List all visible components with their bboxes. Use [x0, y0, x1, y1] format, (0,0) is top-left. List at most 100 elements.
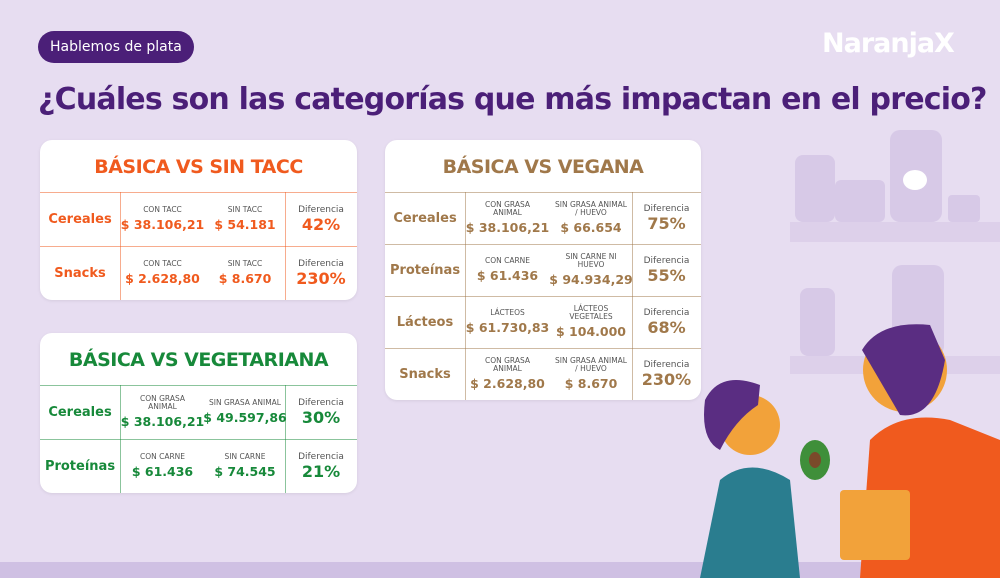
price-label: LÁCTEOS: [490, 308, 525, 317]
price-value: $ 38.106,21: [120, 414, 205, 429]
category-cell: Cereales: [385, 192, 465, 244]
category: Cereales: [48, 404, 112, 420]
column-divider: [120, 192, 121, 246]
row-divider: [385, 296, 701, 297]
difference-cell: Diferencia 68%: [632, 296, 701, 348]
price-value: $ 54.181: [214, 217, 276, 232]
difference-label: Diferencia: [298, 258, 344, 269]
price-value: $ 38.106,21: [465, 220, 550, 235]
price-label: CON GRASA ANIMAL: [484, 356, 530, 373]
tag: Hablemos de plata: [38, 31, 194, 63]
column-divider: [285, 246, 286, 300]
page-title: ¿Cuáles son las categorías que más impac…: [38, 82, 987, 117]
column-divider: [285, 385, 286, 439]
column-divider: [120, 246, 121, 300]
price-cell: LÁCTEOS VEGETALES $ 104.000: [550, 296, 632, 348]
price-cell: SIN CARNE NI HUEVO $ 94.934,29: [549, 244, 632, 296]
price-cell: CON TACC $ 38.106,21: [120, 192, 205, 246]
table-card: BÁSICA VS VEGANA Cereales CON GRASA ANIMAL…: [385, 140, 701, 400]
price-cell: CON TACC $ 2.628,80: [120, 246, 205, 300]
difference-cell: Diferencia 230%: [632, 348, 701, 400]
difference-value: 30%: [301, 407, 341, 427]
difference-value: 230%: [641, 369, 692, 389]
row-divider: [40, 385, 357, 386]
price-value: $ 74.545: [214, 464, 276, 479]
price-label: CON GRASA ANIMAL: [139, 394, 185, 411]
difference-cell: Diferencia 21%: [285, 439, 357, 493]
row-divider: [385, 192, 701, 193]
row-divider: [40, 246, 357, 247]
category: Snacks: [54, 265, 106, 281]
price-value: $ 8.670: [218, 271, 272, 286]
price-cell: CON GRASA ANIMAL $ 38.106,21: [120, 385, 205, 439]
price-cell: CON GRASA ANIMAL $ 38.106,21: [465, 192, 550, 244]
column-divider: [632, 348, 633, 400]
column-divider: [465, 296, 466, 348]
price-label: SIN CARNE: [224, 452, 266, 461]
difference-label: Diferencia: [298, 451, 344, 462]
category-cell: Cereales: [40, 385, 120, 439]
price-value: $ 104.000: [556, 324, 626, 339]
category: Snacks: [399, 366, 451, 382]
price-value: $ 2.628,80: [470, 376, 545, 391]
table-card: BÁSICA VS VEGETARIANA Cereales CON GRASA A…: [40, 333, 357, 493]
column-divider: [285, 439, 286, 493]
category: Cereales: [48, 211, 112, 227]
column-divider: [285, 192, 286, 246]
difference-value: 75%: [647, 213, 686, 233]
price-label: CON CARNE: [484, 256, 531, 265]
category-cell: Proteínas: [40, 439, 120, 493]
price-value: $ 66.654: [560, 220, 622, 235]
category: Proteínas: [44, 458, 116, 474]
price-label: SIN GRASA ANIMAL / HUEVO: [555, 200, 627, 217]
price-value: $ 8.670: [564, 376, 618, 391]
difference-value: 42%: [301, 214, 341, 234]
row-divider: [40, 439, 357, 440]
price-value: $ 2.628,80: [125, 271, 200, 286]
difference-value: 68%: [647, 317, 686, 337]
price-cell: CON CARNE $ 61.436: [120, 439, 205, 493]
table-title: BÁSICA VS SIN TACC: [94, 156, 303, 178]
price-cell: SIN GRASA ANIMAL / HUEVO $ 8.670: [550, 348, 632, 400]
price-cell: LÁCTEOS $ 61.730,83: [465, 296, 550, 348]
column-divider: [465, 244, 466, 296]
category-cell: Snacks: [385, 348, 465, 400]
price-label: CON TACC: [143, 259, 182, 268]
price-cell: SIN TACC $ 8.670: [205, 246, 285, 300]
price-label: SIN GRASA ANIMAL: [209, 398, 281, 407]
table-card: BÁSICA VS SIN TACC Cereales CON TACC $ 38.1…: [40, 140, 357, 300]
table-title: BÁSICA VS VEGANA: [442, 156, 644, 178]
category-cell: Proteínas: [385, 244, 465, 296]
column-divider: [632, 296, 633, 348]
category-cell: Lácteos: [385, 296, 465, 348]
row-divider: [385, 348, 701, 349]
table-title: BÁSICA VS VEGETARIANA: [68, 349, 329, 371]
price-cell: CON CARNE $ 61.436: [465, 244, 550, 296]
row-divider: [385, 244, 701, 245]
price-value: $ 38.106,21: [120, 217, 205, 232]
difference-value: 55%: [647, 265, 686, 285]
price-value: $ 61.436: [131, 464, 194, 479]
price-label: SIN CARNE NI HUEVO: [565, 252, 617, 269]
difference-cell: Diferencia 75%: [632, 192, 701, 244]
column-divider: [632, 244, 633, 296]
price-label: LÁCTEOS VEGETALES: [569, 304, 613, 321]
price-label: SIN TACC: [227, 205, 263, 214]
category-cell: Snacks: [40, 246, 120, 300]
difference-cell: Diferencia 30%: [285, 385, 357, 439]
price-label: CON TACC: [143, 205, 182, 214]
difference-cell: Diferencia 55%: [632, 244, 701, 296]
column-divider: [465, 192, 466, 244]
price-label: SIN GRASA ANIMAL / HUEVO: [555, 356, 627, 373]
column-divider: [465, 348, 466, 400]
difference-cell: Diferencia 230%: [285, 246, 357, 300]
price-value: $ 61.436: [476, 268, 539, 283]
price-value: $ 61.730,83: [465, 320, 550, 335]
price-cell: SIN TACC $ 54.181: [205, 192, 285, 246]
difference-value: 21%: [301, 461, 341, 481]
difference-label: Diferencia: [298, 397, 344, 408]
price-label: SIN TACC: [227, 259, 263, 268]
category: Cereales: [393, 210, 457, 226]
